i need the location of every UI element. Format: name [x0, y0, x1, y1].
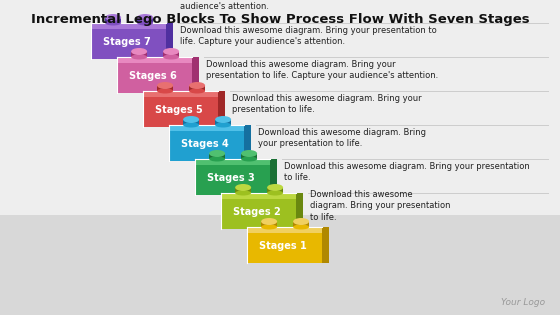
Ellipse shape: [241, 150, 257, 157]
FancyBboxPatch shape: [293, 221, 309, 227]
Ellipse shape: [235, 191, 251, 196]
FancyBboxPatch shape: [322, 227, 329, 263]
Ellipse shape: [137, 14, 153, 21]
Ellipse shape: [293, 225, 309, 230]
Ellipse shape: [183, 116, 199, 123]
Text: Download this awesome diagram. Bring your
presentation to life. Capture your aud: Download this awesome diagram. Bring you…: [206, 60, 438, 80]
FancyBboxPatch shape: [247, 227, 329, 233]
Ellipse shape: [105, 14, 121, 21]
Text: Stages 2: Stages 2: [233, 207, 281, 217]
FancyBboxPatch shape: [192, 57, 199, 93]
FancyBboxPatch shape: [166, 23, 173, 59]
FancyBboxPatch shape: [137, 18, 153, 23]
Ellipse shape: [105, 20, 121, 26]
FancyBboxPatch shape: [221, 193, 303, 229]
Text: Stages 6: Stages 6: [129, 71, 177, 81]
FancyBboxPatch shape: [143, 91, 225, 97]
Text: Download this awesome diagram. Bring your presentation to
life. Capture your aud: Download this awesome diagram. Bring you…: [180, 26, 437, 46]
Ellipse shape: [261, 218, 277, 225]
Text: Incremental Lego Blocks To Show Process Flow With Seven Stages: Incremental Lego Blocks To Show Process …: [31, 13, 529, 26]
FancyBboxPatch shape: [247, 227, 329, 263]
FancyBboxPatch shape: [241, 153, 257, 159]
Ellipse shape: [267, 191, 283, 196]
Text: Stages 7: Stages 7: [103, 37, 151, 47]
Ellipse shape: [137, 20, 153, 26]
FancyBboxPatch shape: [91, 23, 173, 59]
Ellipse shape: [163, 48, 179, 55]
FancyBboxPatch shape: [270, 159, 277, 195]
FancyBboxPatch shape: [296, 193, 303, 229]
Ellipse shape: [157, 82, 173, 89]
Ellipse shape: [157, 89, 173, 94]
FancyBboxPatch shape: [143, 91, 225, 127]
FancyBboxPatch shape: [169, 125, 251, 131]
Text: Download this awesome
diagram. Bring your presentation
to life.: Download this awesome diagram. Bring you…: [310, 190, 450, 222]
Text: Your Logo: Your Logo: [501, 298, 545, 307]
FancyBboxPatch shape: [261, 221, 277, 227]
FancyBboxPatch shape: [0, 215, 560, 315]
Text: Stages 4: Stages 4: [181, 139, 229, 149]
Ellipse shape: [235, 184, 251, 191]
Text: Download this awesome diagram. Bring your
presentation to life.: Download this awesome diagram. Bring you…: [232, 94, 422, 114]
FancyBboxPatch shape: [195, 159, 277, 165]
Ellipse shape: [209, 150, 225, 157]
Ellipse shape: [131, 54, 147, 60]
FancyBboxPatch shape: [267, 187, 283, 193]
Text: Stages 3: Stages 3: [207, 173, 255, 183]
Text: Download this awesome diagram. Bring
your presentation to life.: Download this awesome diagram. Bring you…: [258, 128, 426, 148]
FancyBboxPatch shape: [235, 187, 251, 193]
FancyBboxPatch shape: [221, 193, 303, 199]
FancyBboxPatch shape: [215, 119, 231, 125]
FancyBboxPatch shape: [183, 119, 199, 125]
Ellipse shape: [163, 54, 179, 60]
Ellipse shape: [261, 225, 277, 230]
FancyBboxPatch shape: [163, 51, 179, 57]
Ellipse shape: [209, 157, 225, 162]
FancyBboxPatch shape: [117, 57, 199, 63]
Text: Stages 5: Stages 5: [155, 105, 203, 115]
FancyBboxPatch shape: [117, 57, 199, 93]
Text: Download this awesome diagram. Bring your presentation to life. Capture your
aud: Download this awesome diagram. Bring you…: [180, 0, 513, 11]
FancyBboxPatch shape: [157, 85, 173, 91]
FancyBboxPatch shape: [244, 125, 251, 161]
Ellipse shape: [189, 89, 205, 94]
Ellipse shape: [183, 123, 199, 128]
Ellipse shape: [131, 48, 147, 55]
FancyBboxPatch shape: [218, 91, 225, 127]
FancyBboxPatch shape: [91, 23, 173, 29]
FancyBboxPatch shape: [209, 153, 225, 159]
Ellipse shape: [267, 184, 283, 191]
Ellipse shape: [189, 82, 205, 89]
FancyBboxPatch shape: [189, 85, 205, 91]
FancyBboxPatch shape: [195, 159, 277, 195]
Ellipse shape: [241, 157, 257, 162]
FancyBboxPatch shape: [131, 51, 147, 57]
Text: Stages 1: Stages 1: [259, 241, 307, 251]
Ellipse shape: [293, 218, 309, 225]
FancyBboxPatch shape: [105, 18, 121, 23]
Ellipse shape: [215, 123, 231, 128]
Text: Download this awesome diagram. Bring your presentation
to life.: Download this awesome diagram. Bring you…: [284, 162, 530, 182]
Ellipse shape: [215, 116, 231, 123]
FancyBboxPatch shape: [169, 125, 251, 161]
